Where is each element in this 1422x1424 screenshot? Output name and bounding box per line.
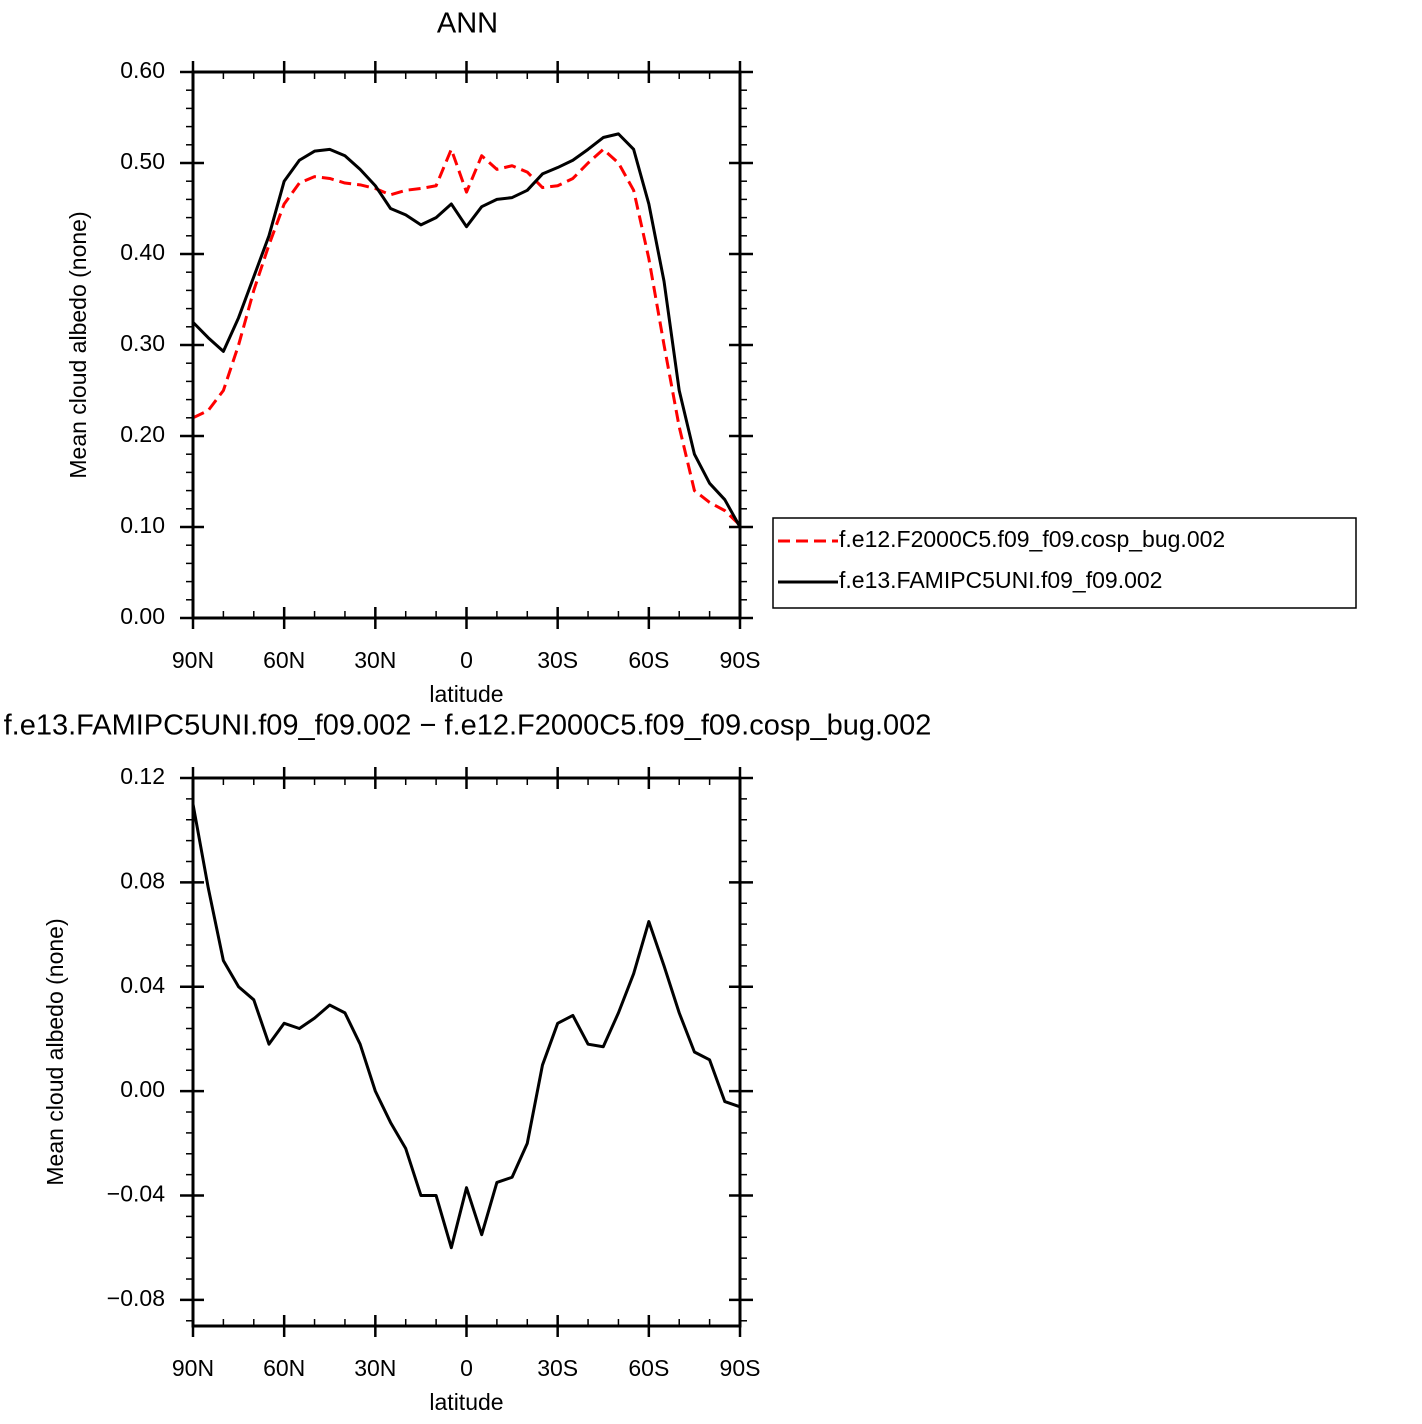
y-tick-label: −0.08 <box>107 1285 165 1311</box>
y-tick-label: 0.08 <box>120 867 165 893</box>
x-tick-label: 0 <box>460 1355 473 1381</box>
x-tick-label: 0 <box>460 647 473 673</box>
y-tick-label: 0.04 <box>120 972 165 998</box>
y-axis-label: Mean cloud albedo (none) <box>65 211 91 478</box>
y-tick-label: 0.30 <box>120 330 165 356</box>
data-line <box>191 803 741 1250</box>
data-line <box>192 147 742 527</box>
x-axis-label: latitude <box>429 681 503 707</box>
y-tick-label: 0.50 <box>120 148 165 174</box>
y-tick-label: 0.20 <box>120 421 165 447</box>
x-tick-label: 90S <box>720 1355 761 1381</box>
y-tick-label: 0.40 <box>120 239 165 265</box>
legend-label: f.e12.F2000C5.f09_f09.cosp_bug.002 <box>839 526 1225 552</box>
y-tick-label: 0.60 <box>120 57 165 83</box>
y-tick-label: 0.12 <box>120 763 165 789</box>
chart-title: ANN <box>437 8 498 40</box>
y-tick-label: −0.04 <box>107 1181 165 1207</box>
x-tick-label: 30S <box>537 647 578 673</box>
y-tick-label: 0.00 <box>120 1076 165 1102</box>
x-tick-label: 30S <box>537 1355 578 1381</box>
plot-frame <box>191 776 742 1328</box>
x-tick-label: 60N <box>263 647 305 673</box>
panel: ANN 90N 60N 30N 0 30S 60S 90S 0.00 0.10 0.20 0.30 0.… <box>65 8 1357 707</box>
x-tick-label: 30N <box>354 647 396 673</box>
y-axis-label: Mean cloud albedo (none) <box>42 918 68 1185</box>
panel: f.e13.FAMIPC5UNI.f09_f09.002 − f.e12.F20… <box>4 710 932 1415</box>
x-tick-label: 60N <box>263 1355 305 1381</box>
legend-label: f.e13.FAMIPC5UNI.f09_f09.002 <box>839 567 1162 593</box>
x-axis-label: latitude <box>429 1389 503 1415</box>
x-tick-label: 60S <box>628 1355 669 1381</box>
x-tick-label: 60S <box>628 647 669 673</box>
x-tick-label: 90N <box>172 1355 214 1381</box>
plot-frame <box>191 70 742 620</box>
y-tick-label: 0.00 <box>120 603 165 629</box>
chart-title: f.e13.FAMIPC5UNI.f09_f09.002 − f.e12.F20… <box>4 710 932 742</box>
x-tick-label: 90S <box>720 647 761 673</box>
x-tick-label: 90N <box>172 647 214 673</box>
legend-box <box>772 517 1357 609</box>
data-line <box>191 132 742 528</box>
x-tick-label: 30N <box>354 1355 396 1381</box>
y-tick-label: 0.10 <box>120 512 165 538</box>
